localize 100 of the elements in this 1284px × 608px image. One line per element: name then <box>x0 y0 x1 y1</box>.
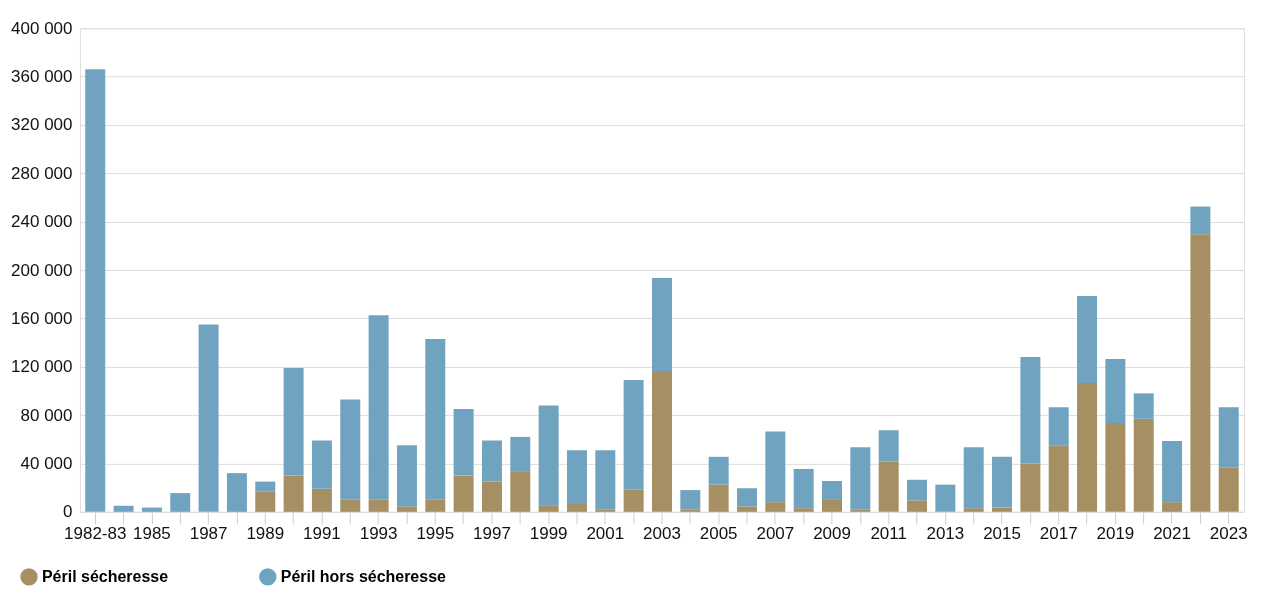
bar <box>368 499 389 512</box>
bar <box>255 491 276 512</box>
bar <box>425 338 446 500</box>
bar <box>1077 383 1098 512</box>
x-tick-label: 1999 <box>529 524 568 544</box>
bar <box>538 505 559 512</box>
legend-label: Péril hors sécheresse <box>280 567 447 585</box>
x-tick-label: 2007 <box>756 524 795 544</box>
x-tick-label: 1991 <box>303 524 341 544</box>
bar <box>1162 502 1183 512</box>
legend-label: Péril sécheresse <box>41 567 169 585</box>
x-tick-label: 2001 <box>586 524 625 544</box>
bar <box>566 450 587 504</box>
bar <box>651 277 672 371</box>
bar <box>368 315 389 500</box>
bar <box>1190 206 1211 235</box>
bar <box>963 508 984 512</box>
bar <box>651 370 672 512</box>
bar <box>425 499 446 512</box>
bar <box>255 481 276 492</box>
bar <box>595 509 616 512</box>
x-tick-label: 1995 <box>416 524 455 544</box>
x-tick-label: 2003 <box>643 524 681 544</box>
bar <box>737 506 757 512</box>
y-tick-label: 400 000 <box>11 18 73 38</box>
bar <box>737 488 757 507</box>
x-tick-label: 2005 <box>699 524 738 544</box>
x-tick-label: 2021 <box>1153 524 1191 544</box>
bar <box>708 484 729 512</box>
bar <box>1218 407 1239 468</box>
bar <box>850 509 871 512</box>
bar <box>1162 441 1183 503</box>
bar <box>907 479 928 501</box>
bar <box>822 499 842 512</box>
bar <box>396 445 417 507</box>
bar <box>340 399 361 500</box>
bar <box>141 507 162 512</box>
bar <box>623 380 644 490</box>
bar <box>963 447 984 509</box>
bar <box>226 473 247 512</box>
bar <box>170 493 191 512</box>
x-tick-label: 2023 <box>1209 524 1248 544</box>
y-tick-label: 80 000 <box>20 405 73 425</box>
bar <box>850 447 871 510</box>
bar <box>453 409 474 476</box>
bar <box>1133 393 1154 419</box>
bar <box>1020 463 1041 512</box>
bar <box>907 500 928 512</box>
bar <box>113 505 134 512</box>
x-tick-label: 2009 <box>813 524 851 544</box>
y-tick-label: 280 000 <box>11 163 73 183</box>
x-tick-label: 1987 <box>189 524 228 544</box>
bar <box>680 490 701 510</box>
bar <box>481 440 502 482</box>
x-tick-label: 2019 <box>1096 524 1135 544</box>
bar <box>481 481 502 512</box>
bar <box>708 456 729 485</box>
bar <box>538 405 559 506</box>
bar <box>1133 418 1154 512</box>
y-tick-label: 120 000 <box>11 357 73 377</box>
bar <box>1048 407 1069 446</box>
bar <box>311 488 332 512</box>
bar <box>198 324 219 512</box>
y-tick-label: 160 000 <box>11 308 73 328</box>
x-tick-label: 2017 <box>1039 524 1078 544</box>
bar <box>283 367 304 476</box>
bar <box>510 471 531 512</box>
y-tick-label: 320 000 <box>11 115 73 135</box>
y-tick-label: 40 000 <box>20 453 73 473</box>
bar <box>822 481 842 500</box>
x-tick-label: 1985 <box>133 524 171 544</box>
bar <box>992 507 1013 512</box>
bar <box>935 484 956 512</box>
bar <box>1218 467 1239 512</box>
bar <box>1105 358 1126 423</box>
bar <box>595 450 616 510</box>
bar <box>623 489 644 512</box>
bar <box>680 509 701 512</box>
bar <box>453 475 474 512</box>
bar <box>1077 296 1098 384</box>
y-tick-label: 360 000 <box>11 67 73 87</box>
bar <box>85 69 106 512</box>
y-tick-label: 240 000 <box>11 212 73 232</box>
x-tick-label: 2011 <box>870 524 907 544</box>
x-tick-label: 2015 <box>983 524 1021 544</box>
bar <box>1105 422 1126 512</box>
bar <box>396 506 417 512</box>
bar <box>793 508 814 512</box>
bar <box>1190 234 1211 512</box>
bar <box>510 436 531 472</box>
y-tick-label: 0 <box>63 502 73 522</box>
x-tick-label: 2013 <box>926 524 965 544</box>
x-tick-label: 1997 <box>473 524 511 544</box>
bar <box>283 475 304 512</box>
bar <box>765 431 786 503</box>
bar <box>566 503 587 512</box>
bar <box>311 440 332 489</box>
x-tick-label: 1982-83 <box>64 524 127 544</box>
bar <box>992 456 1013 508</box>
bar <box>793 468 814 509</box>
